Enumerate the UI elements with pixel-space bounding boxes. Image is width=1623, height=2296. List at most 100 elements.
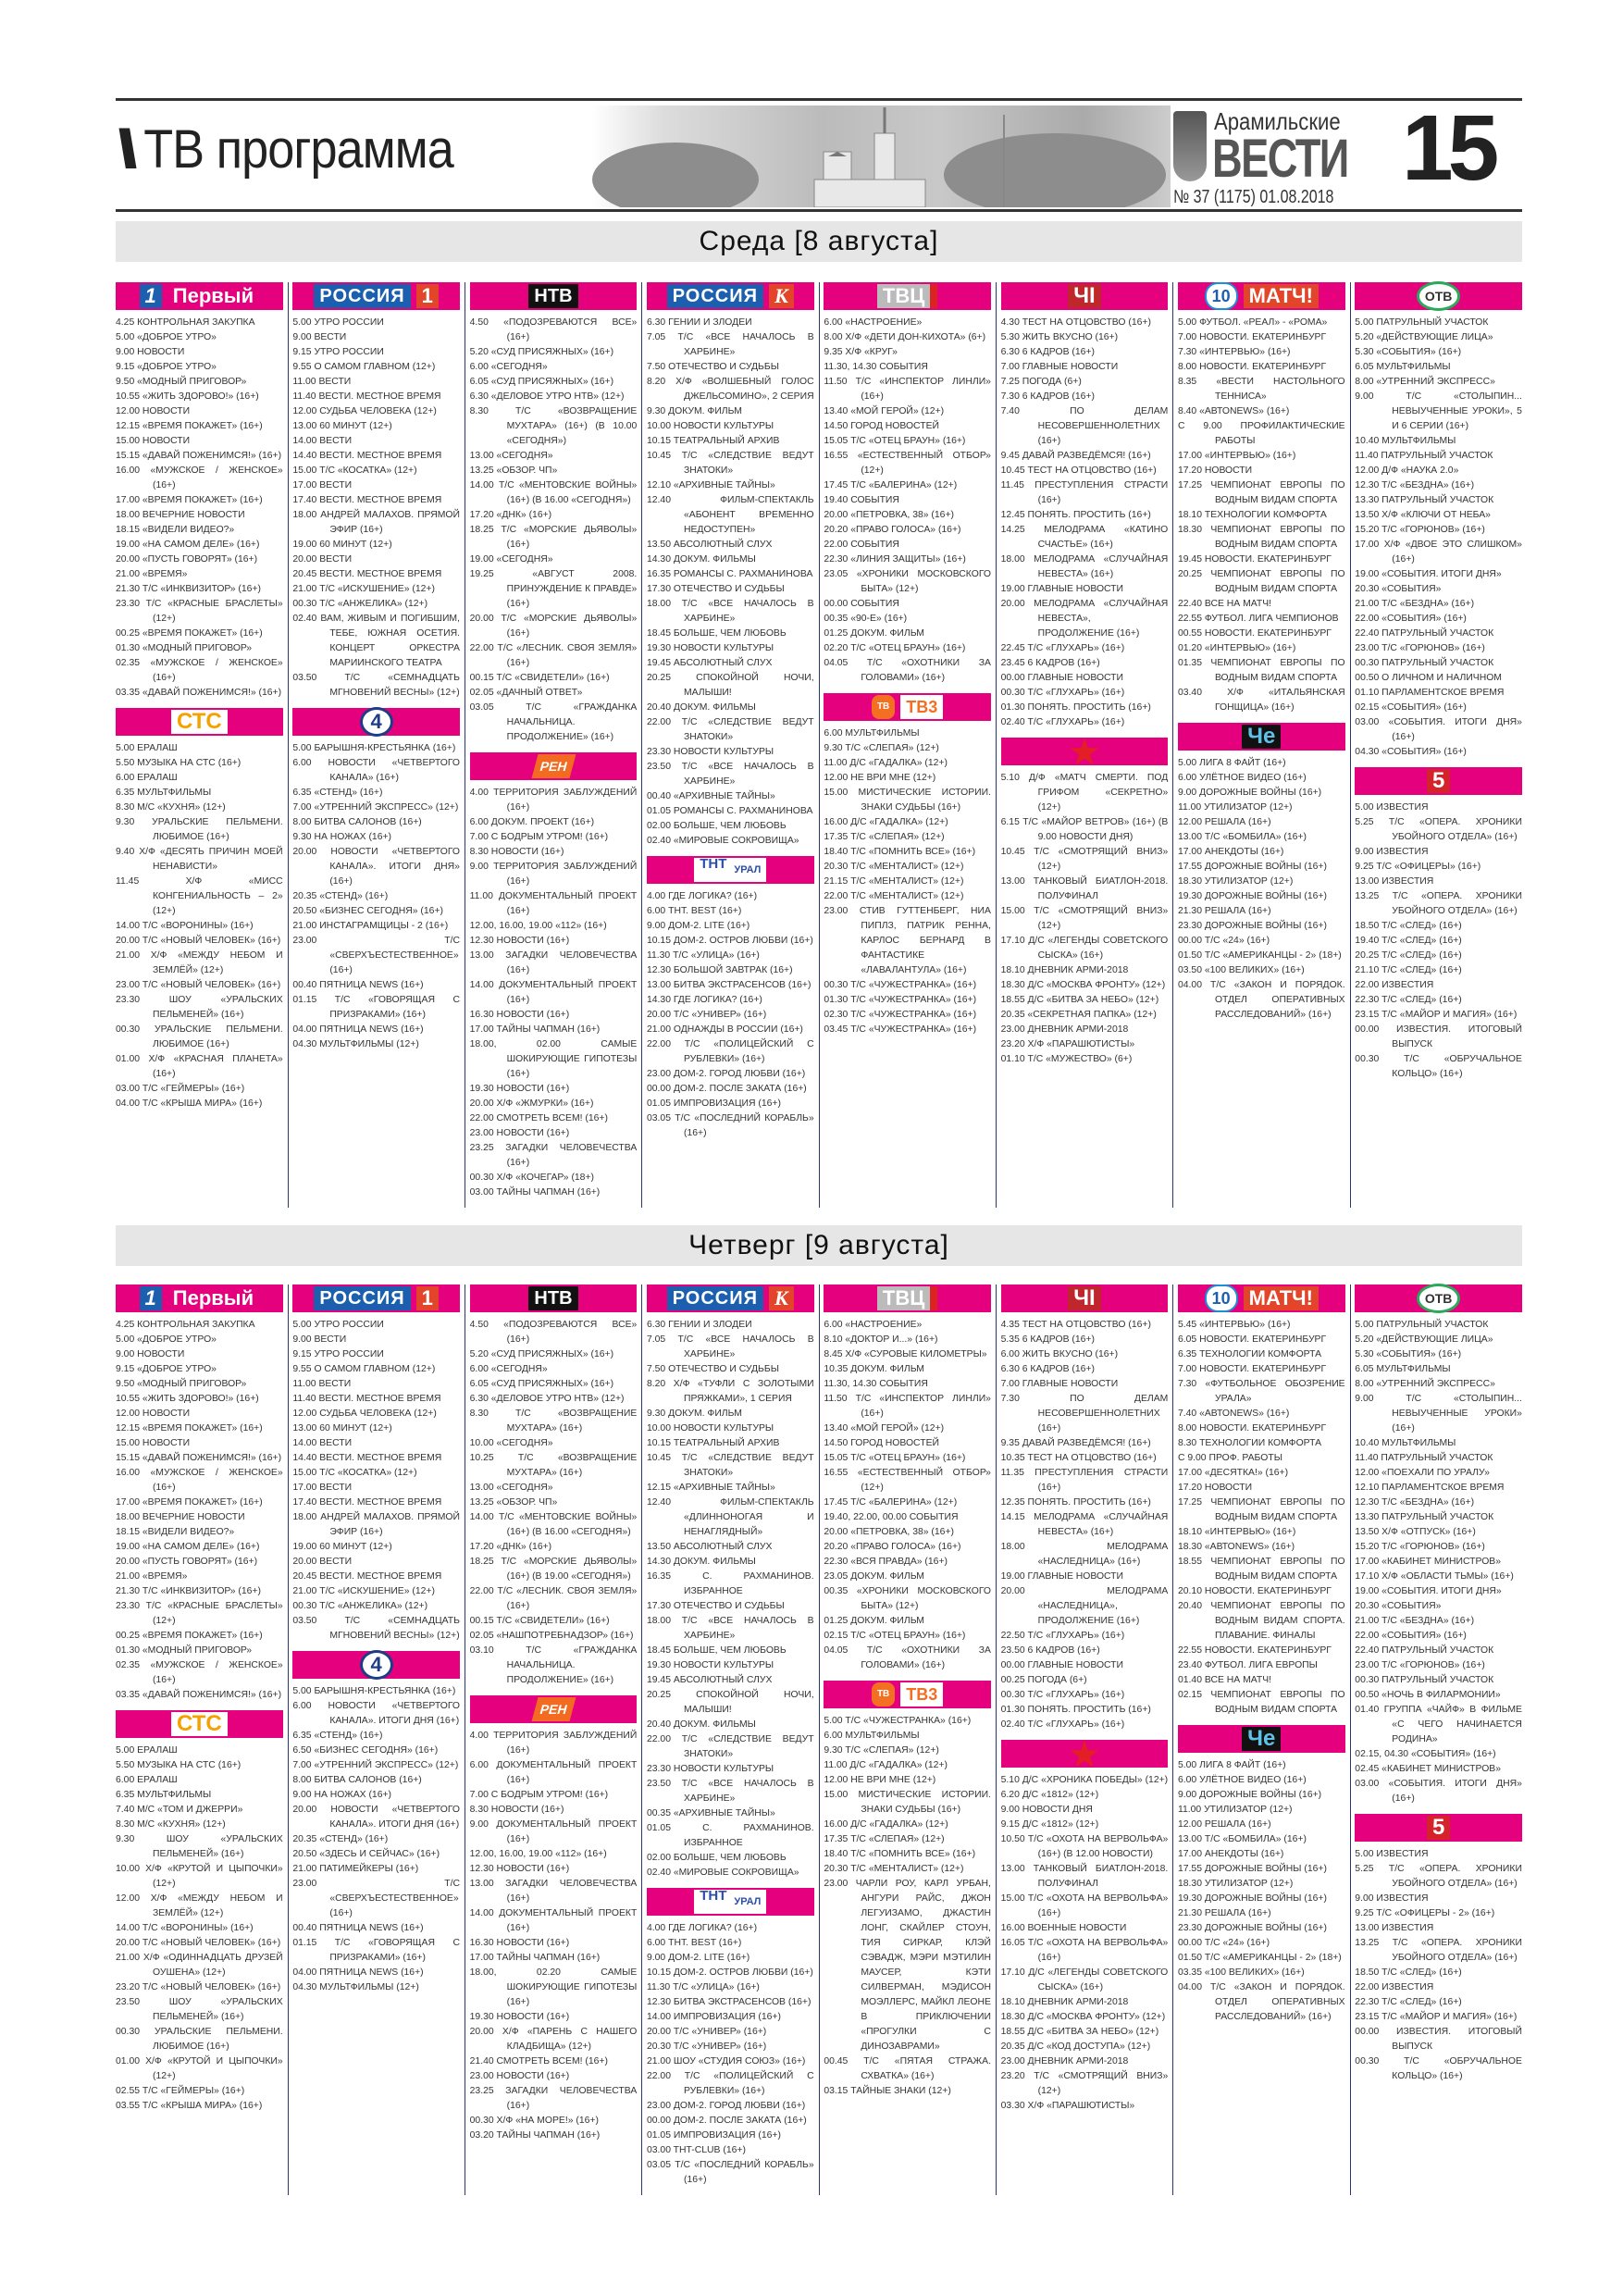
channel-logo-part: ТНТ [694, 857, 733, 882]
channel-logo-part: Первый [172, 284, 254, 307]
program-listing: 5.00 «ДОБРОЕ УТРО» [116, 332, 217, 342]
program-listing: 01.20 «ИНТЕРВЬЮ» (16+) [1177, 643, 1296, 653]
program-listing: 03.00 THT-CLUB (16+) [646, 2145, 746, 2155]
program-listing: 22.30 «ЛИНИЯ ЗАЩИТЫ» (16+) [824, 554, 966, 565]
program-listing: 4.30 ТЕСТ НА ОТЦОВСТВО (16+) [1000, 317, 1151, 328]
program-listing: 8.00 Х/Ф «ДЕТИ ДОН-КИХОТА» (6+) [824, 332, 986, 342]
program-listing: 14.30 ДОКУМ. ФИЛЬМЫ [646, 1557, 756, 1567]
program-listing: 10.45 Т/С «СМОТРЯЩИЙ ВНИЗ» (12+) [1000, 847, 1169, 872]
program-listing: 15.00 Т/С «ОХОТА НА ВЕРВОЛЬФА» (16+) [1000, 1893, 1169, 1918]
page-number: 15 [1402, 96, 1499, 200]
program-listing: 23.45 6 КАДРОВ (16+) [1000, 658, 1100, 668]
program-listing: 12.30 БОЛЬШОЙ ЗАВТРАК (16+) [646, 965, 793, 975]
channel-logo-part: 5 [1426, 1816, 1451, 1840]
program-listing: 23.25 ЗАГАДКИ ЧЕЛОВЕЧЕСТВА (16+) [469, 1143, 638, 1168]
program-listing: 21.00 Т/С «ИСКУШЕНИЕ» (12+) [292, 584, 435, 594]
program-listing: 03.05 Т/С «ГРАЖДАНКА НАЧАЛЬНИЦА. ПРОДОЛЖ… [469, 702, 638, 742]
program-listing: 13.00 «СЕГОДНЯ» [469, 451, 553, 461]
program-listing: 9.00 ВЕСТИ [292, 332, 347, 342]
program-listing: 00.35 «АРХИВНЫЕ ТАЙНЫ» [646, 1808, 775, 1818]
program-listing: 00.00 СОБЫТИЯ [824, 599, 899, 609]
section-title: \\ ТВ программа [118, 118, 454, 180]
program-listing: 00.00 ГЛАВНЫЕ НОВОСТИ [1000, 673, 1123, 683]
channel-block-tvc: ТВЦ 6.00 «НАСТРОЕНИЕ» 8.10 «ДОКТОР И...» (… [824, 1285, 991, 1673]
channel-logo-zvezda: ★ЗВЕЗДА [1000, 1738, 1169, 1771]
program-listing: 5.00 БАРЫШНЯ-КРЕСТЬЯНКА (16+) [292, 743, 456, 753]
program-listing: 15.00 НОВОСТИ [116, 1438, 191, 1448]
program-listing: 17.30 ОТЕЧЕСТВО И СУДЬБЫ [646, 1601, 785, 1611]
channel-block-match: 10 МАТЧ! 5.45 «ИНТЕРВЬЮ» (16+) 6.05 НОВОСТИ… [1177, 1285, 1345, 1718]
channel-columns: 1 Первый 4.25 КОНТРОЛЬНАЯ ЗАКУПКА 5.00 «ДОБ… [116, 1284, 1522, 2195]
issue-number: № 37 (1175) 01.08.2018 [1173, 187, 1334, 207]
program-listing: 17.45 Т/С «БАЛЕРИНА» (12+) [824, 1497, 958, 1508]
program-listing: 7.00 С БОДРЫМ УТРОМ! (16+) [469, 1790, 609, 1800]
program-listing: 04.00 Т/С «ЗАКОН И ПОРЯДОК. ОТДЕЛ ОПЕРАТ… [1177, 1982, 1345, 2022]
program-listing: 9.30 Т/С «СЛЕПАЯ» (12+) [824, 743, 939, 753]
program-listing: 9.15 Д/С «1812» (12+) [1000, 1819, 1099, 1830]
program-listing: 23.30 Т/С «КРАСНЫЕ БРАСЛЕТЫ» (12+) [116, 599, 283, 624]
program-listing: 02.00 БОЛЬШЕ, ЧЕМ ЛЮБОВЬ [646, 821, 787, 831]
program-listing: 21.00 «ВРЕМЯ» [116, 1571, 188, 1582]
program-listing: 18.50 Т/С «СЛЕД» (16+) [1355, 921, 1462, 931]
program-listing: 13.50 АБСОЛЮТНЫЙ СЛУХ [646, 1542, 773, 1552]
program-listing: 02.45 «КАБИНЕТ МИНИСТРОВ» [1355, 1764, 1501, 1774]
program-listing: 00.50 О ЛИЧНОМ И НАЛИЧНОМ [1355, 673, 1502, 683]
program-listing: 19.40 Т/С «СЛЕД» (16+) [1355, 936, 1462, 946]
program-listing: 03.35 «ДАВАЙ ПОЖЕНИМСЯ!» (16+) [116, 1690, 282, 1700]
program-listing: 20.00 МЕЛОДРАМА «СЛУЧАЙНАЯ НЕВЕСТА», ПРО… [1000, 599, 1169, 639]
channel-logo-part: 1 [139, 284, 162, 308]
program-listing: 00.00 ИЗВЕСТИЯ. ИТОГОВЫЙ ВЫПУСК [1355, 1024, 1522, 1049]
program-listing: 9.35 Х/Ф «КРУГ» [824, 347, 898, 357]
program-listing: 18.55 ЧЕМПИОНАТ ЕВРОПЫ ПО ВОДНЫМ ВИДАМ С… [1177, 1557, 1345, 1582]
channel-block-russia1: РОССИЯ 1 5.00 УТРО РОССИИ 9.00 ВЕСТИ 9.15 УТ… [292, 1285, 460, 1644]
channel-logo-stc: СТС [116, 1710, 283, 1738]
program-listing: 14.15 МЕЛОДРАМА «СЛУЧАЙНАЯ НЕВЕСТА» (16+… [1000, 1512, 1169, 1537]
program-listing: 21.30 Т/С «ИНКВИЗИТОР» (16+) [116, 1586, 261, 1596]
program-listing: 7.40 «АВТОNEWS» (16+) [1177, 1409, 1290, 1419]
program-listing: 9.40 Х/Ф «ДЕСЯТЬ ПРИЧИН МОЕЙ НЕНАВИСТИ» [116, 847, 283, 872]
program-listing: 20.00 НОВОСТИ «ЧЕТВЕРТОГО КАНАЛА». ИТОГИ… [292, 847, 460, 887]
program-listing: 22.40 ВСЕ НА МАТЧ! [1177, 599, 1272, 609]
program-listing: 5.25 Т/С «ОПЕРА. ХРОНИКИ УБОЙНОГО ОТДЕЛА… [1355, 1864, 1522, 1889]
program-listing: 20.30 Т/С «УНИВЕР» (16+) [646, 2042, 767, 2052]
program-listing: 4.35 ТЕСТ НА ОТЦОВСТВО (16+) [1000, 1320, 1151, 1330]
channel-logo-part: 1 [139, 1286, 162, 1310]
channel-column: НТВ 4.50 «ПОДОЗРЕВАЮТСЯ ВСЕ» (16+) 5.20 «С… [469, 282, 642, 1208]
program-listing: 8.40 «АВТОNEWS» (16+) [1177, 406, 1290, 416]
program-listing: 17.00 «ВРЕМЯ ПОКАЖЕТ» (16+) [116, 1497, 263, 1508]
channel-logo-part: ЧI [1068, 1286, 1101, 1310]
program-listing: С 9.00 ПРОФИЛАКТИЧЕСКИЕ РАБОТЫ [1177, 421, 1345, 446]
program-listing: 13.00 БИТВА ЭКСТРАСЕНСОВ (16+) [646, 980, 812, 990]
program-listing: 4.00 ГДЕ ЛОГИКА? (16+) [646, 1923, 758, 1933]
program-listing: 9.30 Т/С «СЛЕПАЯ» (12+) [824, 1745, 939, 1756]
program-listing: 03.35 «ДАВАЙ ПОЖЕНИМСЯ!» (16+) [116, 688, 282, 698]
program-listing: 11.40 ВЕСТИ. МЕСТНОЕ ВРЕМЯ [292, 391, 441, 402]
channel-logo-part: РОССИЯ [666, 284, 763, 308]
program-listing: 17.20 НОВОСТИ [1177, 465, 1253, 476]
channel-logo-part: ТНТ [694, 1889, 733, 1914]
program-listing: 8.00 БИТВА САЛОНОВ (16+) [292, 817, 422, 827]
program-listing: 23.00 ДОМ-2. ГОРОД ЛЮБВИ (16+) [646, 1069, 806, 1079]
program-listing: 16.00 «МУЖСКОЕ / ЖЕНСКОЕ» (16+) [116, 465, 283, 490]
program-listing: 18.10 «ИНТЕРВЬЮ» (16+) [1177, 1527, 1296, 1537]
program-listing: 6.05 МУЛЬТФИЛЬМЫ [1355, 362, 1451, 372]
program-listing: 23.00 Т/С «ГОРЮНОВ» (16+) [1355, 1660, 1485, 1670]
slashes-icon: \\ [118, 119, 137, 180]
program-listing: 8.30 М/С «КУХНЯ» (12+) [116, 802, 226, 813]
channel-block-otv: ОТВ 5.00 ПАТРУЛЬНЫЙ УЧАСТОК 5.20 «ДЕЙСТВУЮ… [1355, 1284, 1522, 1806]
program-listing: 8.30 Т/С «ВОЗВРАЩЕНИЕ МУХТАРА» (16+) [469, 1409, 638, 1433]
program-listing: 5.45 «ИНТЕРВЬЮ» (16+) [1177, 1320, 1291, 1330]
program-listing: 7.00 ГЛАВНЫЕ НОВОСТИ [1000, 1379, 1119, 1389]
program-listing: 9.15 «ДОБРОЕ УТРО» [116, 362, 217, 372]
program-listing: 23.30 Т/С «КРАСНЫЕ БРАСЛЕТЫ» (12+) [116, 1601, 283, 1626]
program-listing: 5.00 «ДОБРОЕ УТРО» [116, 1334, 217, 1345]
program-listing: 20.00 «ПЕТРОВКА, 38» (16+) [824, 1527, 954, 1537]
program-listing: 23.00 Т/С «СВЕРХЪЕСТЕСТВЕННОЕ» (16+) [292, 1879, 460, 1918]
channel-logo-part: ТВ3 [900, 695, 944, 719]
program-listing: 7.50 ОТЕЧЕСТВО И СУДЬБЫ [646, 362, 779, 372]
program-listing: 12.00, 16.00, 19.00 «112» (16+) [469, 1849, 607, 1859]
program-listing: 11.40 ВЕСТИ. МЕСТНОЕ ВРЕМЯ [292, 1394, 441, 1404]
program-listing: 04.05 Т/С «ОХОТНИКИ ЗА ГОЛОВАМИ» (16+) [824, 658, 991, 683]
program-listing: 23.00 СТИВ ГУТТЕНБЕРГ, НИА ПИПЛЗ, ПАТРИК… [824, 906, 991, 975]
program-listing: 10.45 Т/С «СЛЕДСТВИЕ ВЕДУТ ЗНАТОКИ» [646, 1453, 814, 1478]
